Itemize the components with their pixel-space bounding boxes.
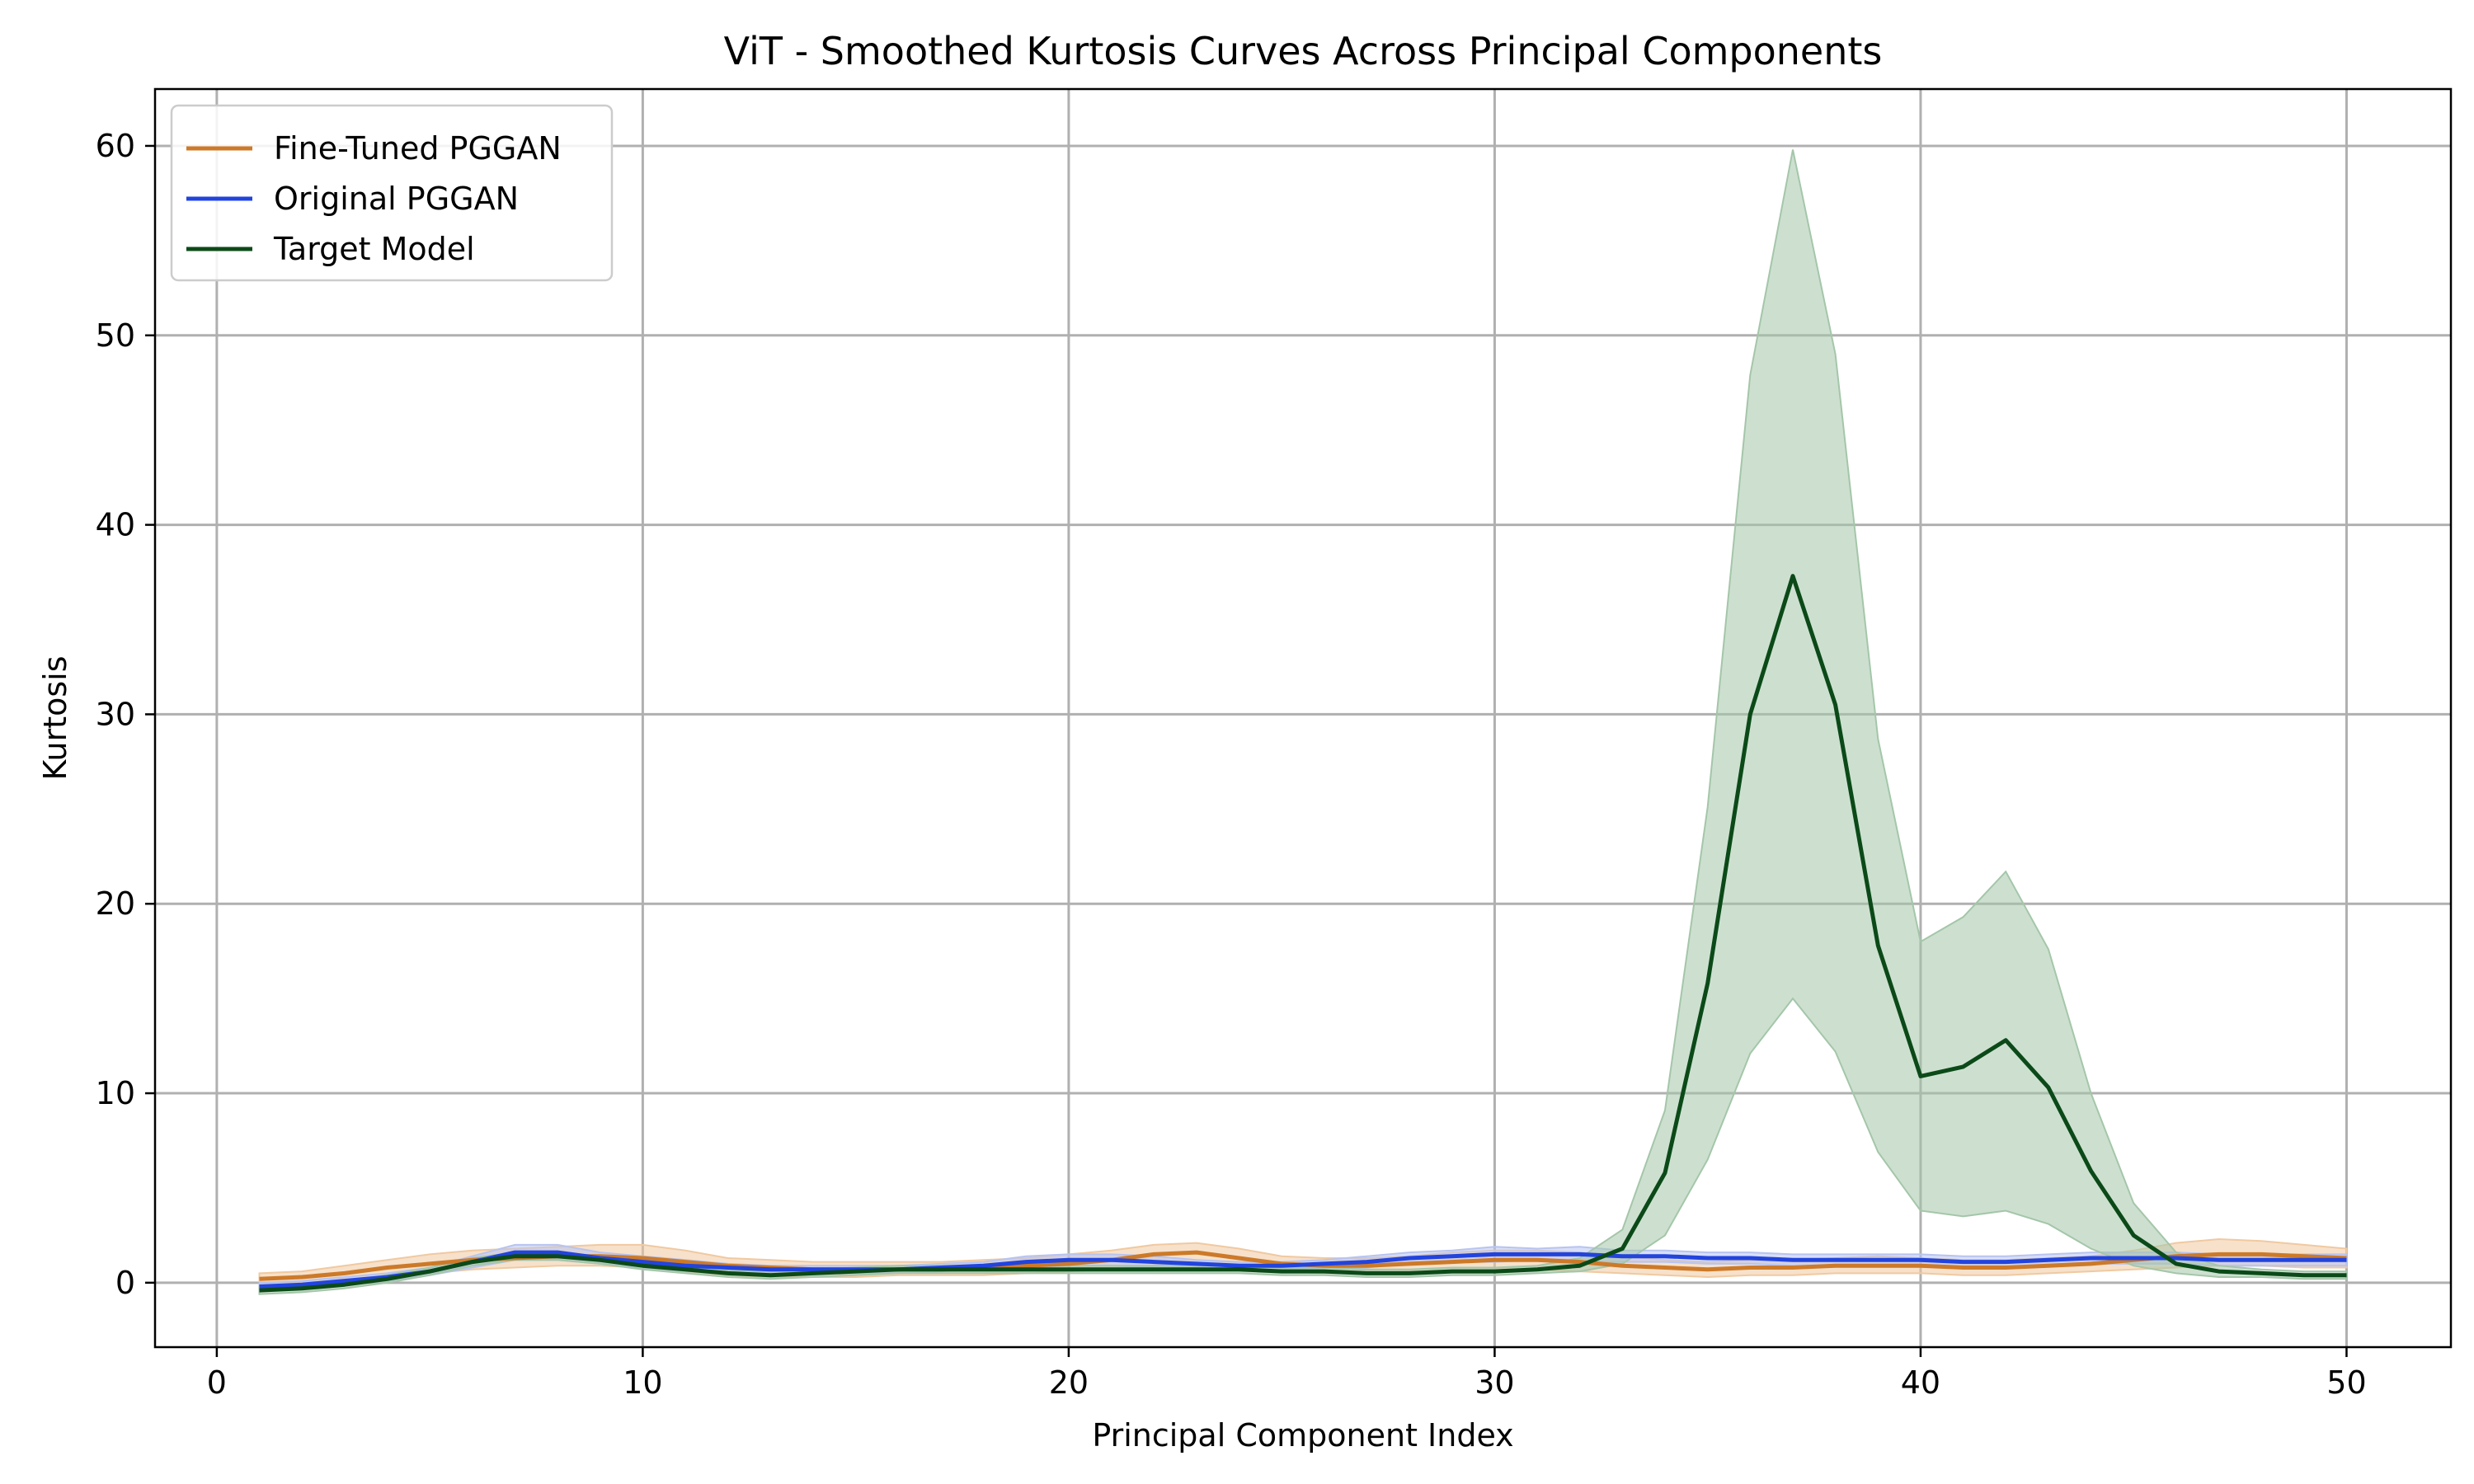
legend-label: Fine-Tuned PGGAN bbox=[274, 130, 562, 167]
x-axis-label: Principal Component Index bbox=[1092, 1417, 1513, 1453]
y-tick-label: 50 bbox=[96, 317, 135, 354]
y-tick-label: 60 bbox=[96, 128, 135, 164]
grid-lines bbox=[155, 89, 2451, 1347]
y-tick-label: 0 bbox=[115, 1265, 135, 1301]
plot-area-frame bbox=[153, 87, 2453, 1349]
y-tick-label: 40 bbox=[96, 507, 135, 543]
y-axis-label: Kurtosis bbox=[37, 655, 73, 780]
x-tick-label: 40 bbox=[1901, 1364, 1940, 1401]
legend-label: Target Model bbox=[273, 231, 475, 267]
series-line bbox=[259, 1250, 2347, 1289]
legend: Fine-Tuned PGGAN Original PGGAN Target Mod… bbox=[170, 104, 614, 282]
y-tick-label: 20 bbox=[96, 885, 135, 922]
y-tick-label: 30 bbox=[96, 696, 135, 732]
series-line bbox=[259, 574, 2347, 1293]
x-tick-label: 0 bbox=[207, 1364, 227, 1401]
chart-title: ViT - Smoothed Kurtosis Curves Across Pr… bbox=[724, 29, 1883, 73]
series-lines bbox=[259, 574, 2347, 1293]
x-tick-label: 10 bbox=[623, 1364, 662, 1401]
axis-ticks: 0 10 20 30 40 50 0 10 20 30 40 50 60 bbox=[96, 128, 2367, 1401]
legend-label: Original PGGAN bbox=[274, 181, 519, 217]
y-tick-label: 10 bbox=[96, 1075, 135, 1111]
legend-box bbox=[170, 104, 614, 282]
x-tick-label: 50 bbox=[2326, 1364, 2366, 1401]
x-tick-label: 20 bbox=[1049, 1364, 1089, 1401]
x-tick-label: 30 bbox=[1475, 1364, 1514, 1401]
